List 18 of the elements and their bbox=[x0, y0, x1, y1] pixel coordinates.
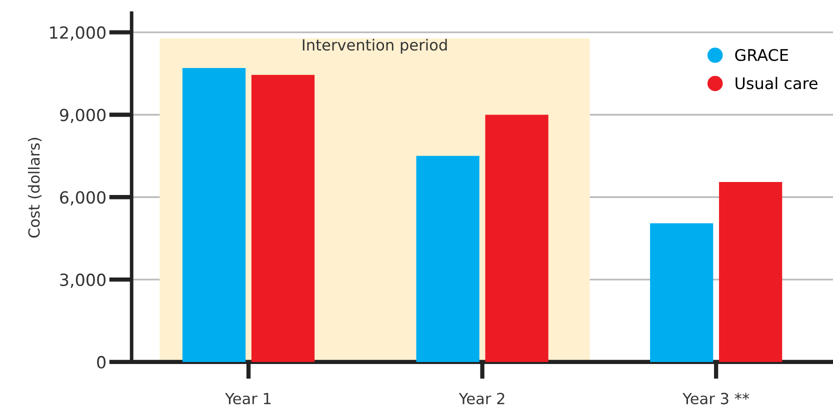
legend-label: GRACE bbox=[735, 48, 788, 62]
bar bbox=[416, 156, 480, 362]
legend-label: Usual care bbox=[736, 76, 818, 90]
bar bbox=[182, 68, 246, 362]
y-tick-label: 9,000 bbox=[60, 108, 106, 123]
x-tick-label: Year 1 bbox=[225, 392, 271, 404]
y-tick-label: 3,000 bbox=[60, 274, 106, 288]
bar bbox=[719, 182, 782, 362]
bar bbox=[485, 114, 548, 362]
bar bbox=[251, 74, 315, 362]
band-label: Intervention period bbox=[302, 38, 447, 54]
x-tick-label: Year 3 ** bbox=[682, 392, 750, 404]
bar bbox=[650, 223, 714, 362]
y-axis-title: Cost (dollars) bbox=[28, 138, 42, 238]
y-tick-label: 6,000 bbox=[60, 191, 106, 206]
y-tick-label: 12,000 bbox=[50, 26, 106, 41]
x-tick-label: Year 2 bbox=[458, 392, 504, 404]
y-tick-label: 0 bbox=[97, 356, 106, 369]
